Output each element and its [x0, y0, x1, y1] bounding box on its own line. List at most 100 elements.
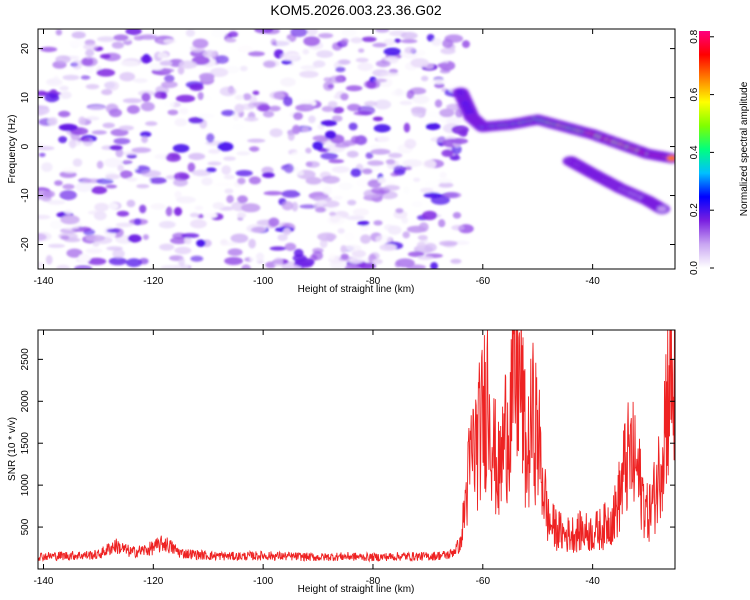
snr-series-layer	[38, 330, 675, 563]
spectrogram-noise-blob	[356, 262, 377, 269]
spectrogram-noise-blob	[257, 104, 271, 112]
spectrogram-noise-blob	[172, 144, 190, 153]
spectrogram-noise-blob	[199, 72, 215, 81]
spectrogram-noise-blob	[206, 167, 217, 173]
spectrogram-noise-blob	[125, 29, 142, 36]
spectrogram-noise-blob	[280, 77, 296, 87]
spectrogram-noise-blob	[241, 264, 251, 269]
spectrogram-noise-blob	[126, 199, 136, 208]
spectrogram-noise-blob	[227, 248, 243, 256]
spectrogram-noise-blob	[221, 109, 236, 117]
spectrogram-noise-blob	[181, 233, 200, 239]
spectrogram-noise-blob	[450, 258, 462, 264]
spectrogram-noise-blob	[120, 170, 133, 179]
spectrogram-noise-blob	[159, 60, 173, 66]
spectrogram-noise-blob	[280, 52, 299, 62]
spectrogram-noise-blob	[240, 203, 261, 213]
spectrogram-noise-blob	[135, 178, 151, 184]
y-tick-label: 1000	[20, 474, 31, 497]
spectrogram-noise-blob	[41, 162, 53, 173]
y-tick-label: 1500	[20, 432, 31, 455]
spectrogram-noise-blob	[340, 245, 347, 254]
spectrogram-noise-blob	[236, 151, 251, 156]
spectrogram-noise-blob	[423, 179, 441, 188]
spectrogram-noise-blob	[350, 135, 361, 144]
spectrogram-noise-blob	[119, 72, 136, 82]
spectrogram-noise-blob	[444, 191, 462, 199]
spectrogram-noise-blob	[446, 116, 463, 126]
y-tick-label: 500	[20, 518, 31, 535]
spectrogram-noise-blob	[390, 172, 399, 177]
spectrogram-noise-blob	[360, 234, 371, 244]
spectrogram-noise-blob	[277, 234, 288, 241]
spectrogram-noise-blob	[235, 170, 253, 177]
spectrogram-noise-blob	[38, 146, 55, 151]
spectrogram-noise-blob	[203, 94, 213, 102]
spectrogram-noise-blob	[462, 40, 470, 48]
spectrogram-noise-blob	[423, 192, 442, 199]
spectrogram-noise-blob	[259, 203, 272, 214]
spectrogram-noise-blob	[421, 75, 429, 82]
spectrogram-noise-blob	[71, 59, 83, 70]
spectrogram-noise-blob	[160, 265, 181, 269]
spectrogram-noise-blob	[110, 128, 129, 137]
snr-x-label: Height of straight line (km)	[298, 584, 415, 595]
spectrogram-noise-blob	[403, 122, 411, 133]
spectrogram-noise-blob	[321, 106, 335, 112]
spectrogram-noise-blob	[46, 200, 66, 205]
spectrogram-noise-blob	[203, 212, 218, 219]
spectrogram-noise-blob	[370, 148, 391, 155]
spectrogram-noise-blob	[365, 152, 374, 159]
spectrogram-noise-blob	[328, 159, 345, 164]
spectrogram-noise-blob	[437, 62, 451, 69]
spectrogram-noise-blob	[375, 60, 391, 68]
spectrogram-noise-blob	[141, 170, 162, 178]
spectrogram-noise-blob	[287, 131, 295, 141]
spectrogram-noise-blob	[165, 153, 181, 162]
x-tick-label: -40	[585, 276, 600, 287]
spectrogram-noise-blob	[105, 174, 121, 180]
spectrogram-noise-blob	[85, 84, 100, 90]
spectrogram-noise-blob	[340, 93, 349, 101]
spectrogram-noise-layer	[38, 29, 474, 269]
spectrogram-noise-blob	[425, 122, 441, 131]
spectrogram-noise-blob	[418, 222, 429, 233]
spectrogram-noise-blob	[395, 88, 403, 96]
spectrogram-noise-blob	[179, 60, 198, 69]
spectrogram-noise-blob	[263, 191, 283, 196]
spectrogram-noise-blob	[331, 166, 350, 173]
spectrogram-noise-blob	[63, 147, 78, 155]
spectrogram-noise-blob	[416, 241, 426, 249]
spectrogram-noise-blob	[189, 212, 200, 218]
x-tick-label: -60	[476, 276, 491, 287]
spectrogram-noise-blob	[458, 129, 468, 137]
spectrogram-noise-blob	[400, 39, 418, 44]
spectrogram-noise-blob	[301, 127, 309, 132]
spectrogram-noise-blob	[223, 156, 236, 161]
spectrogram-noise-blob	[449, 155, 461, 161]
spectrogram-noise-blob	[324, 130, 337, 139]
spectrogram-noise-blob	[305, 177, 322, 185]
spectrogram-noise-blob	[417, 235, 428, 241]
spectrogram-noise-blob	[38, 90, 47, 97]
spectrogram-noise-blob	[435, 227, 447, 235]
spectrogram-noise-blob	[99, 53, 111, 59]
snr-y-axis: 500 1000 1500 2000 2500	[20, 348, 675, 535]
spectrogram-noise-blob	[446, 103, 462, 111]
spectrogram-noise-blob	[192, 169, 212, 177]
spectrogram-noise-blob	[234, 94, 244, 100]
spectrogram-noise-blob	[383, 47, 401, 56]
spectrogram-noise-blob	[306, 29, 318, 36]
spectrogram-noise-blob	[148, 177, 167, 184]
spectrogram-noise-blob	[40, 46, 58, 53]
spectrogram-noise-blob	[126, 164, 138, 171]
spectrogram-noise-blob	[431, 79, 447, 85]
spectrogram-noise-blob	[268, 217, 280, 227]
spectrogram-noise-blob	[118, 125, 134, 131]
spectrogram-noise-blob	[85, 49, 95, 57]
spectrogram-noise-blob	[357, 220, 370, 226]
spectrogram-noise-blob	[273, 257, 284, 267]
spectrogram-noise-blob	[412, 95, 430, 104]
spectrogram-noise-blob	[159, 243, 175, 251]
spectrogram-noise-blob	[316, 50, 334, 58]
